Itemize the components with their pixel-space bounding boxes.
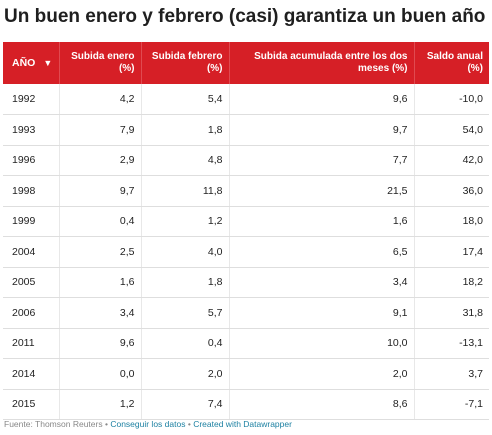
cell-accumulated: 10,0 <box>229 328 415 359</box>
column-header-accumulated[interactable]: Subida acumulada entre los dos meses (%) <box>229 42 415 84</box>
cell-year: 2004 <box>3 236 60 268</box>
cell-accumulated: 9,7 <box>229 114 415 146</box>
cell-february: 7,4 <box>141 389 230 420</box>
column-header-annual-balance[interactable]: Saldo anual (%) <box>414 42 489 84</box>
separator: • <box>187 419 191 429</box>
cell-february: 1,8 <box>141 114 230 146</box>
cell-january: 4,2 <box>59 84 142 115</box>
table-row: 1996 2,9 4,8 7,7 42,0 <box>3 145 489 176</box>
chart-title: Un buen enero y febrero (casi) garantiza… <box>4 6 486 27</box>
cell-january: 1,2 <box>59 389 142 420</box>
table-body: 1992 4,2 5,4 9,6 -10,0 1993 7,9 1,8 9,7 54,0 1996 2… <box>3 84 489 420</box>
cell-year: 2005 <box>3 267 60 298</box>
table-row: 2011 9,6 0,4 10,0 -13,1 <box>3 328 489 359</box>
datawrapper-credit-link[interactable]: Created with Datawrapper <box>193 419 292 429</box>
table-row: 1998 9,7 11,8 21,5 36,0 <box>3 175 489 207</box>
cell-january: 7,9 <box>59 114 142 146</box>
column-header-january[interactable]: Subida enero (%) <box>59 42 142 84</box>
cell-year: 2014 <box>3 358 60 390</box>
cell-accumulated: 2,0 <box>229 358 415 390</box>
cell-accumulated: 21,5 <box>229 175 415 207</box>
cell-february: 0,4 <box>141 328 230 359</box>
cell-february: 2,0 <box>141 358 230 390</box>
source-note: Fuente: Thomson Reuters <box>4 419 103 429</box>
column-header-year[interactable]: AÑO ▼ <box>3 42 60 84</box>
cell-january: 0,0 <box>59 358 142 390</box>
cell-february: 4,0 <box>141 236 230 268</box>
cell-february: 4,8 <box>141 145 230 176</box>
cell-january: 0,4 <box>59 206 142 237</box>
cell-january: 9,7 <box>59 175 142 207</box>
cell-february: 5,7 <box>141 297 230 329</box>
cell-year: 2011 <box>3 328 60 359</box>
cell-annual-balance: 18,2 <box>414 267 489 298</box>
cell-february: 1,2 <box>141 206 230 237</box>
cell-annual-balance: 42,0 <box>414 145 489 176</box>
cell-year: 2015 <box>3 389 60 420</box>
cell-year: 1999 <box>3 206 60 237</box>
cell-january: 3,4 <box>59 297 142 329</box>
cell-february: 11,8 <box>141 175 230 207</box>
sort-desc-icon[interactable]: ▼ <box>43 58 53 68</box>
cell-year: 1992 <box>3 84 60 115</box>
column-header-february[interactable]: Subida febrero (%) <box>141 42 230 84</box>
separator: • <box>104 419 108 429</box>
cell-january: 9,6 <box>59 328 142 359</box>
cell-accumulated: 7,7 <box>229 145 415 176</box>
cell-annual-balance: 3,7 <box>414 358 489 390</box>
data-table: AÑO ▼ Subida enero (%) Subida febrero (%)… <box>3 42 489 420</box>
cell-accumulated: 6,5 <box>229 236 415 268</box>
cell-january: 2,9 <box>59 145 142 176</box>
cell-february: 1,8 <box>141 267 230 298</box>
header-row: AÑO ▼ Subida enero (%) Subida febrero (%)… <box>3 42 489 84</box>
cell-january: 1,6 <box>59 267 142 298</box>
cell-february: 5,4 <box>141 84 230 115</box>
cell-year: 1993 <box>3 114 60 146</box>
cell-annual-balance: 36,0 <box>414 175 489 207</box>
cell-year: 2006 <box>3 297 60 329</box>
table-row: 1992 4,2 5,4 9,6 -10,0 <box>3 84 489 115</box>
cell-annual-balance: -7,1 <box>414 389 489 420</box>
column-header-label: AÑO <box>12 57 36 69</box>
cell-accumulated: 8,6 <box>229 389 415 420</box>
cell-accumulated: 1,6 <box>229 206 415 237</box>
cell-year: 1998 <box>3 175 60 207</box>
table-row: 2014 0,0 2,0 2,0 3,7 <box>3 358 489 390</box>
table-row: 2004 2,5 4,0 6,5 17,4 <box>3 236 489 268</box>
cell-year: 1996 <box>3 145 60 176</box>
table-row: 1993 7,9 1,8 9,7 54,0 <box>3 114 489 146</box>
cell-annual-balance: 17,4 <box>414 236 489 268</box>
cell-january: 2,5 <box>59 236 142 268</box>
cell-accumulated: 9,6 <box>229 84 415 115</box>
table-row: 2015 1,2 7,4 8,6 -7,1 <box>3 389 489 420</box>
cell-accumulated: 3,4 <box>229 267 415 298</box>
cell-annual-balance: 54,0 <box>414 114 489 146</box>
table-row: 2005 1,6 1,8 3,4 18,2 <box>3 267 489 298</box>
table-row: 2006 3,4 5,7 9,1 31,8 <box>3 297 489 329</box>
cell-annual-balance: -10,0 <box>414 84 489 115</box>
cell-annual-balance: 18,0 <box>414 206 489 237</box>
table-row: 1999 0,4 1,2 1,6 18,0 <box>3 206 489 237</box>
get-data-link[interactable]: Conseguir los datos <box>110 419 186 429</box>
footer: Fuente: Thomson Reuters • Conseguir los … <box>4 419 292 429</box>
cell-accumulated: 9,1 <box>229 297 415 329</box>
cell-annual-balance: -13,1 <box>414 328 489 359</box>
cell-annual-balance: 31,8 <box>414 297 489 329</box>
